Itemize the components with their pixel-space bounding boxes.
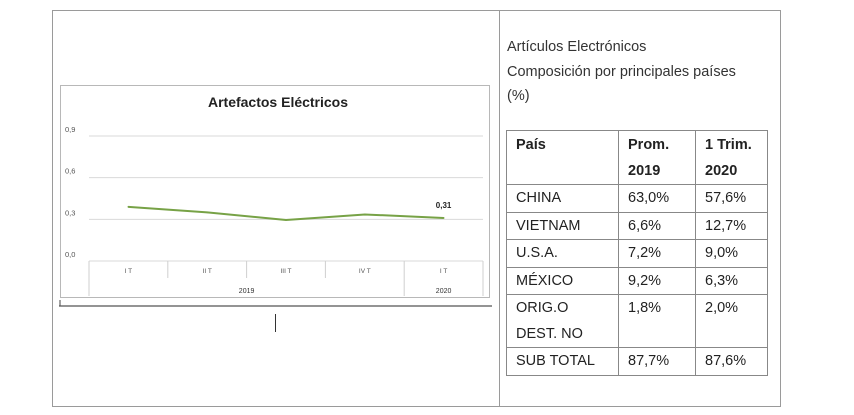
x-tick-label: I T xyxy=(440,268,447,275)
table-cell: 1,8% xyxy=(618,294,696,348)
table-cell-line: 7,2% xyxy=(628,245,662,261)
table-cell-line: 2,0% xyxy=(705,300,739,316)
table-cell-line: CHINA xyxy=(516,190,562,206)
table-cell-line: 1,8% xyxy=(628,300,662,316)
table-cell-line: 6,3% xyxy=(705,272,739,289)
table-cell: ORIG.O DEST. NO xyxy=(506,294,619,348)
table-cell: 6,6% xyxy=(618,211,696,240)
line-chart: Artefactos Eléctricos 0,0 0,3 0,6 0,9 I T II T… xyxy=(59,85,492,307)
table-cell-line: 9,2% xyxy=(628,272,662,289)
table-cell: 9,2% xyxy=(618,266,696,295)
table-cell-line: 87,6% xyxy=(705,353,747,369)
table-cell-line: 87,7% xyxy=(628,353,670,369)
table-cell: 2,0% xyxy=(695,294,768,348)
data-label: 0,31 xyxy=(436,201,452,210)
table-row: CHINA 63,0% 57,6% xyxy=(506,184,768,213)
panel-title-line-2: Composición por principales países xyxy=(507,63,736,80)
table-row: ORIG.O DEST. NO 1,8% 2,0% xyxy=(506,294,768,348)
table-cell-line: DEST. NO xyxy=(516,325,583,342)
text-cursor xyxy=(275,314,276,332)
country-composition-table: País Prom. 2019 1 Trim. 2020 CHINA 63,0% 57,6%… xyxy=(506,130,768,376)
table-cell-line: 63,0% xyxy=(628,190,670,206)
table-cell: U.S.A. xyxy=(506,239,619,268)
x-tick-label: IV T xyxy=(359,268,371,275)
table-cell: MÉXICO xyxy=(506,266,619,295)
column-header: 1 Trim. 2020 xyxy=(695,130,768,185)
y-tick-label: 0,9 xyxy=(65,125,75,134)
table-cell-line: 57,6% xyxy=(705,190,747,206)
table-cell-line: ORIG.O xyxy=(516,300,569,316)
year-label: 2019 xyxy=(239,288,255,295)
column-header-line: País xyxy=(516,137,546,153)
table-cell: 12,7% xyxy=(695,211,768,240)
table-cell-line: 6,6% xyxy=(628,217,662,234)
series-point xyxy=(442,217,445,219)
table-row: SUB TOTAL 87,7% 87,6% xyxy=(506,347,768,376)
series-point xyxy=(363,213,366,216)
chart-title: Artefactos Eléctricos xyxy=(208,94,348,110)
column-header-line: 2019 xyxy=(628,162,661,179)
table-cell: 87,6% xyxy=(695,347,768,376)
chart-container: Artefactos Eléctricos 0,0 0,3 0,6 0,9 I T II T… xyxy=(59,84,492,310)
table-cell: 6,3% xyxy=(695,266,768,295)
table-cell-line: U.S.A. xyxy=(516,245,558,261)
outer-frame xyxy=(52,10,781,407)
x-tick-label: II T xyxy=(203,268,212,275)
table-cell: 57,6% xyxy=(695,184,768,213)
table-cell: VIETNAM xyxy=(506,211,619,240)
table-cell: 87,7% xyxy=(618,347,696,376)
y-tick-label: 0,6 xyxy=(65,167,75,176)
column-header-line: 2020 xyxy=(705,162,738,179)
x-tick-label: III T xyxy=(280,268,291,275)
table-cell-line: 9,0% xyxy=(705,245,739,261)
panel-title-line-1: Artículos Electrónicos xyxy=(507,39,647,55)
table-cell: 7,2% xyxy=(618,239,696,268)
y-tick-label: 0,0 xyxy=(65,250,75,259)
year-label: 2020 xyxy=(436,288,452,295)
table-cell-line: MÉXICO xyxy=(516,272,574,289)
table-cell-line: VIETNAM xyxy=(516,217,581,234)
table-cell: 63,0% xyxy=(618,184,696,213)
chart-frame xyxy=(60,85,490,298)
table-row: U.S.A. 7,2% 9,0% xyxy=(506,239,768,268)
table-cell: SUB TOTAL xyxy=(506,347,619,376)
table-cell-line: 12,7% xyxy=(705,217,747,234)
y-tick-label: 0,3 xyxy=(65,208,75,217)
x-tick-label: I T xyxy=(125,268,132,275)
table-cell: CHINA xyxy=(506,184,619,213)
table-header-row: País Prom. 2019 1 Trim. 2020 xyxy=(506,130,768,185)
table-row: VIETNAM 6,6% 12,7% xyxy=(506,211,768,240)
table-cell: 9,0% xyxy=(695,239,768,268)
table-row: MÉXICO 9,2% 6,3% xyxy=(506,266,768,295)
column-header: Prom. 2019 xyxy=(618,130,696,185)
series-point xyxy=(285,219,287,221)
table-body: CHINA 63,0% 57,6% VIETNAM 6,6% 12,7% U.S.A. 7,2… xyxy=(506,184,768,376)
panel-title: Artículos Electrónicos Composición por p… xyxy=(507,35,777,109)
column-header-line: 1 Trim. xyxy=(705,137,752,153)
column-divider xyxy=(499,10,500,407)
panel-title-line-3: (%) xyxy=(507,88,530,104)
table-cell-line: SUB TOTAL xyxy=(516,353,595,369)
column-header-line: Prom. xyxy=(628,137,670,153)
series-point xyxy=(206,211,209,214)
series-point xyxy=(127,205,130,208)
column-header: País xyxy=(506,130,619,185)
